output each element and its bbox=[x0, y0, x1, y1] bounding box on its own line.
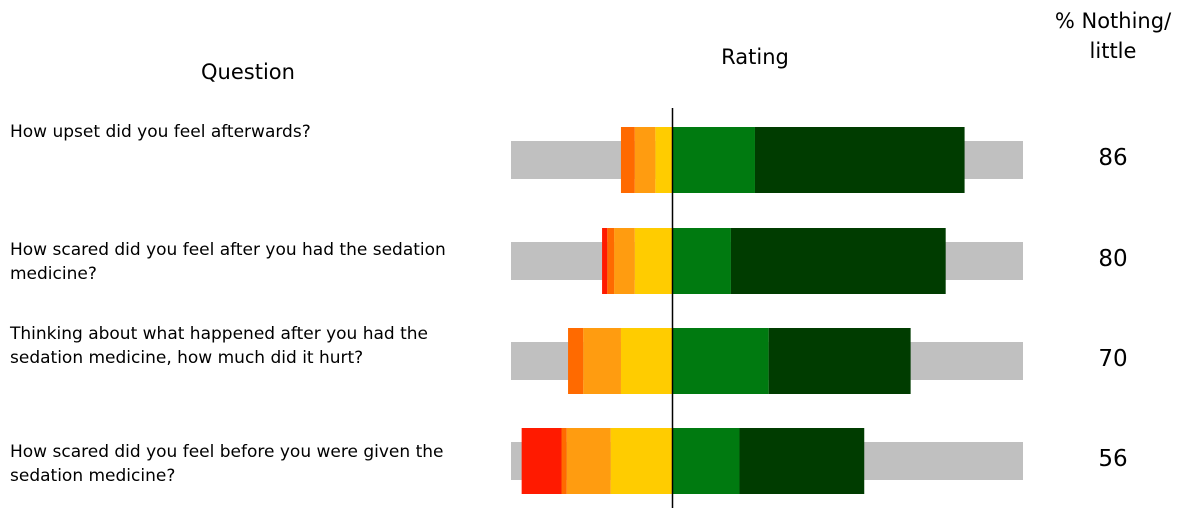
bar-segment bbox=[610, 428, 673, 494]
bar-segment bbox=[614, 228, 635, 294]
bar-segment bbox=[672, 328, 769, 394]
bar-segment bbox=[566, 428, 611, 494]
percent-label: 80 bbox=[1098, 246, 1128, 272]
question-label: How upset did you feel afterwards? bbox=[10, 122, 311, 142]
question-header: Question bbox=[201, 60, 295, 84]
bar-segment bbox=[607, 228, 615, 294]
bar-segment bbox=[768, 328, 911, 394]
bar-segment bbox=[730, 228, 946, 294]
bar-segment bbox=[754, 127, 965, 193]
percent-label: 86 bbox=[1098, 145, 1128, 171]
bar-segment bbox=[739, 428, 865, 494]
bar-segment bbox=[672, 127, 755, 193]
rating-header: Rating bbox=[721, 45, 789, 69]
bar-segment bbox=[634, 127, 656, 193]
percent-label: 56 bbox=[1098, 446, 1128, 472]
bar-segment bbox=[583, 328, 621, 394]
bar-segment bbox=[561, 428, 567, 494]
bar-segment bbox=[602, 228, 608, 294]
bar-segment bbox=[634, 228, 673, 294]
percent-label: 70 bbox=[1098, 346, 1128, 372]
question-label: How scared did you feel after you had th… bbox=[10, 240, 446, 284]
question-label: How scared did you feel before you were … bbox=[10, 442, 444, 486]
bar-segment bbox=[521, 428, 562, 494]
bar-segment bbox=[620, 127, 635, 193]
bar-segment bbox=[620, 328, 673, 394]
bar-segment bbox=[568, 328, 584, 394]
bar-segment bbox=[672, 228, 731, 294]
percent-header: % Nothing/ little bbox=[1054, 9, 1172, 63]
bar-segment bbox=[672, 428, 740, 494]
question-label: Thinking about what happened after you h… bbox=[10, 324, 429, 368]
bar-segment bbox=[655, 127, 673, 193]
